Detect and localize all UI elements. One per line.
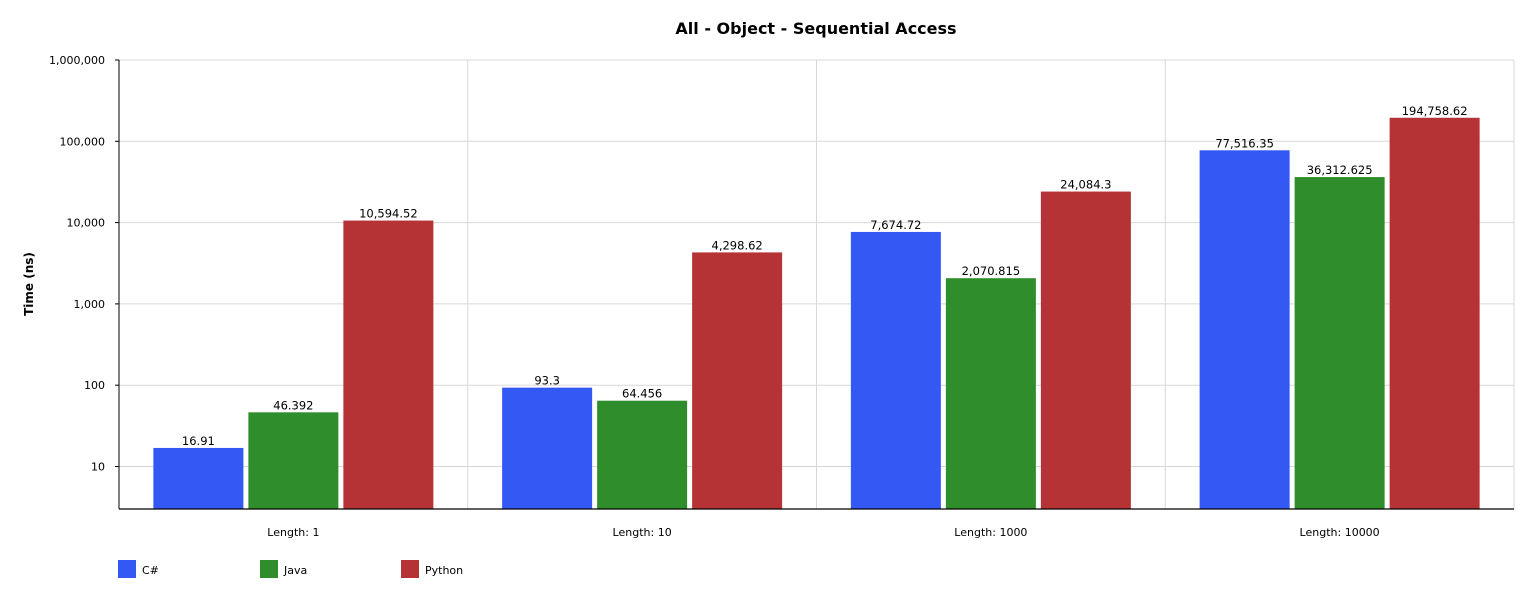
bars-layer: 16.91 46.392 10,594.52 93.3 64.456 4,298.62 7,… bbox=[153, 104, 1480, 510]
x-tick-label: Length: 10 bbox=[613, 526, 672, 539]
y-tick-label: 1,000 bbox=[74, 298, 106, 311]
x-tick-label: Length: 1 bbox=[267, 526, 319, 539]
data-label: 24,084.3 bbox=[1060, 178, 1111, 192]
bar-java-1[interactable] bbox=[597, 400, 688, 509]
data-label: 46.392 bbox=[273, 398, 313, 412]
bar-c-sharp-2[interactable] bbox=[850, 231, 941, 510]
bar-java-0[interactable] bbox=[248, 412, 339, 509]
data-label: 77,516.35 bbox=[1215, 136, 1274, 150]
bar-c-sharp-0[interactable] bbox=[153, 447, 244, 509]
y-tick-label: 100 bbox=[84, 379, 105, 392]
data-label: 7,674.72 bbox=[870, 218, 921, 232]
y-tick-label: 10 bbox=[91, 460, 105, 473]
y-tick-label: 100,000 bbox=[60, 135, 106, 148]
legend: C# Java Python bbox=[118, 560, 463, 578]
bar-python-2[interactable] bbox=[1040, 191, 1131, 510]
bar-python-1[interactable] bbox=[692, 252, 783, 509]
data-label: 16.91 bbox=[182, 434, 215, 448]
x-tick-label: Length: 1000 bbox=[954, 526, 1027, 539]
legend-label[interactable]: C# bbox=[142, 564, 159, 577]
legend-swatch[interactable] bbox=[118, 560, 136, 578]
legend-swatch[interactable] bbox=[401, 560, 419, 578]
data-label: 10,594.52 bbox=[359, 207, 418, 221]
bar-python-3[interactable] bbox=[1389, 117, 1480, 509]
x-tick-label: Length: 10000 bbox=[1300, 526, 1380, 539]
bar-python-0[interactable] bbox=[343, 220, 434, 509]
legend-swatch[interactable] bbox=[260, 560, 278, 578]
legend-label[interactable]: Python bbox=[425, 564, 463, 577]
y-axis-label: Time (ns) bbox=[22, 252, 36, 316]
y-tick-label: 1,000,000 bbox=[49, 54, 105, 67]
bar-c-sharp-3[interactable] bbox=[1199, 150, 1290, 510]
axis-layer: 10 100 1,000 10,000 100,000 1,000,000 Length: … bbox=[49, 54, 1514, 539]
chart-title: All - Object - Sequential Access bbox=[675, 19, 956, 38]
data-label: 4,298.62 bbox=[712, 238, 763, 252]
data-label: 36,312.625 bbox=[1307, 163, 1373, 177]
bar-java-2[interactable] bbox=[945, 278, 1036, 509]
y-tick-label: 10,000 bbox=[67, 217, 106, 230]
data-label: 194,758.62 bbox=[1402, 104, 1468, 118]
data-label: 2,070.815 bbox=[962, 264, 1021, 278]
bar-c-sharp-1[interactable] bbox=[502, 387, 593, 509]
data-label: 64.456 bbox=[622, 387, 662, 401]
legend-label[interactable]: Java bbox=[283, 564, 307, 577]
data-label: 93.3 bbox=[534, 374, 560, 388]
bar-java-3[interactable] bbox=[1294, 177, 1385, 509]
